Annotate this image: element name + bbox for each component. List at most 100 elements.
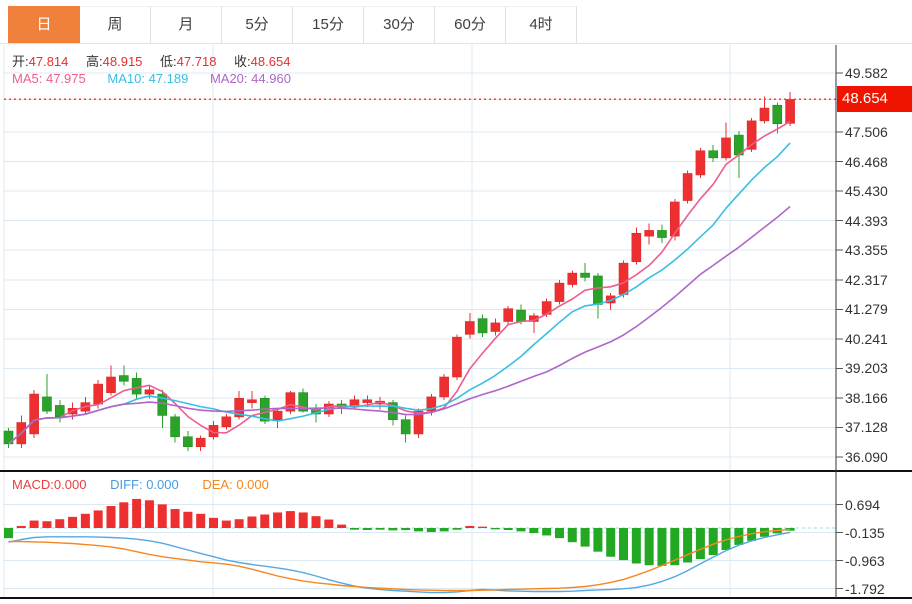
candle-body-down <box>131 378 142 395</box>
macd-bar-negative <box>439 528 449 532</box>
price-axis-tick: 37.128 <box>845 419 888 436</box>
macd-bar-negative <box>426 528 436 533</box>
macd-bar-positive <box>144 500 154 528</box>
close-value: 48.654 <box>250 54 291 69</box>
candle-body-up <box>490 322 501 332</box>
ma20-line <box>7 205 791 445</box>
macd-bar-positive <box>273 512 283 528</box>
macd-bar-negative <box>670 528 680 566</box>
macd-bar-positive <box>29 520 39 528</box>
high-value: 48.915 <box>102 54 143 69</box>
macd-bar-negative <box>554 528 564 539</box>
macd-bar-positive <box>221 520 231 528</box>
candle-body-up <box>208 425 219 438</box>
price-axis-tick: 36.090 <box>845 448 888 465</box>
macd-bar-negative <box>631 528 641 564</box>
macd-bar-positive <box>337 524 347 528</box>
ma10-line <box>7 142 791 445</box>
macd-bar-negative <box>580 528 590 547</box>
macd-axis-tick: -0.963 <box>845 552 885 569</box>
macd-bar-positive <box>465 525 475 528</box>
macd-bar-negative <box>567 528 577 543</box>
candle-body-up <box>669 201 680 237</box>
ma-readout: MA5: 47.975 MA10: 47.189 MA20: 44.960 <box>12 71 291 86</box>
price-axis-tick: 45.430 <box>845 183 888 200</box>
tab-月[interactable]: 月 <box>151 6 222 43</box>
macd-bar-positive <box>80 513 90 528</box>
macd-bar-positive <box>324 519 334 528</box>
ma5-readout: MA5: 47.975 <box>12 71 86 86</box>
candle-body-down <box>42 396 52 412</box>
candle-body-up <box>29 393 39 435</box>
candle-body-up <box>785 99 795 124</box>
macd-bar-positive <box>298 512 308 528</box>
price-axis-tick: 42.317 <box>845 271 888 288</box>
tab-30分[interactable]: 30分 <box>364 6 435 43</box>
candle-body-down <box>183 436 193 448</box>
low-label: 低: <box>160 54 177 69</box>
price-axis-tick: 40.241 <box>845 330 888 347</box>
price-axis-tick: 46.468 <box>845 153 888 170</box>
candle-body-down <box>298 392 308 412</box>
macd-bar-positive <box>478 526 488 528</box>
macd-bar-negative <box>503 528 513 531</box>
macd-bar-negative <box>349 528 359 530</box>
candle-body-down <box>170 416 180 438</box>
candle-body-up <box>759 107 770 122</box>
macd-bar-negative <box>657 528 667 566</box>
candle-body-up <box>554 282 565 302</box>
candle-body-down <box>119 375 129 382</box>
close-label: 收: <box>234 54 251 69</box>
candle-body-up <box>362 399 373 403</box>
macd-bar-positive <box>260 514 270 528</box>
diff-line <box>8 531 791 594</box>
candle-body-up <box>247 399 257 403</box>
candle-body-up <box>93 383 103 405</box>
macd-axis-tick: -0.135 <box>845 524 885 541</box>
low-value: 47.718 <box>176 54 217 69</box>
macd-bar-negative <box>414 528 424 532</box>
macd-bar-negative <box>695 528 705 560</box>
macd-bar-negative <box>516 528 526 532</box>
macd-bar-negative <box>683 528 693 563</box>
macd-axis-tick: 0.694 <box>845 496 881 513</box>
tab-5分[interactable]: 5分 <box>222 6 293 43</box>
macd-bar-negative <box>619 528 629 561</box>
macd-bar-negative <box>721 528 731 550</box>
high-label: 高: <box>86 54 103 69</box>
tab-60分[interactable]: 60分 <box>435 6 506 43</box>
macd-bar-positive <box>119 502 129 528</box>
candle-body-up <box>452 336 462 378</box>
candle-body-down <box>516 309 526 322</box>
diff-value-readout: DIFF: 0.000 <box>110 477 179 492</box>
candle-body-up <box>695 150 706 176</box>
price-axis-tick: 47.506 <box>845 124 888 141</box>
macd-bar-positive <box>106 506 116 528</box>
candle-body-up <box>413 410 424 435</box>
candle-body-down <box>580 272 590 278</box>
macd-bar-negative <box>529 528 539 534</box>
tab-4时[interactable]: 4时 <box>506 6 577 43</box>
dea-value-readout: DEA: 0.000 <box>202 477 269 492</box>
price-axis-tick: 43.355 <box>845 242 888 259</box>
price-axis-tick: 38.166 <box>845 389 888 406</box>
macd-bar-negative <box>593 528 603 552</box>
dea-line <box>8 528 791 592</box>
macd-bar-positive <box>68 516 78 528</box>
price-axis-tick: 39.203 <box>845 360 888 377</box>
macd-bar-positive <box>285 511 295 528</box>
candle-body-up <box>618 262 629 295</box>
current-price-label: 48.654 <box>837 86 912 113</box>
macd-bar-positive <box>311 516 321 528</box>
macd-bar-positive <box>93 510 103 528</box>
candle-body-down <box>708 150 719 159</box>
candle-body-up <box>631 232 642 263</box>
candle-body-up <box>144 389 155 395</box>
tab-15分[interactable]: 15分 <box>293 6 364 43</box>
open-value: 47.814 <box>28 54 69 69</box>
tab-日[interactable]: 日 <box>8 6 80 43</box>
tab-周[interactable]: 周 <box>80 6 151 43</box>
macd-bar-positive <box>16 525 26 528</box>
